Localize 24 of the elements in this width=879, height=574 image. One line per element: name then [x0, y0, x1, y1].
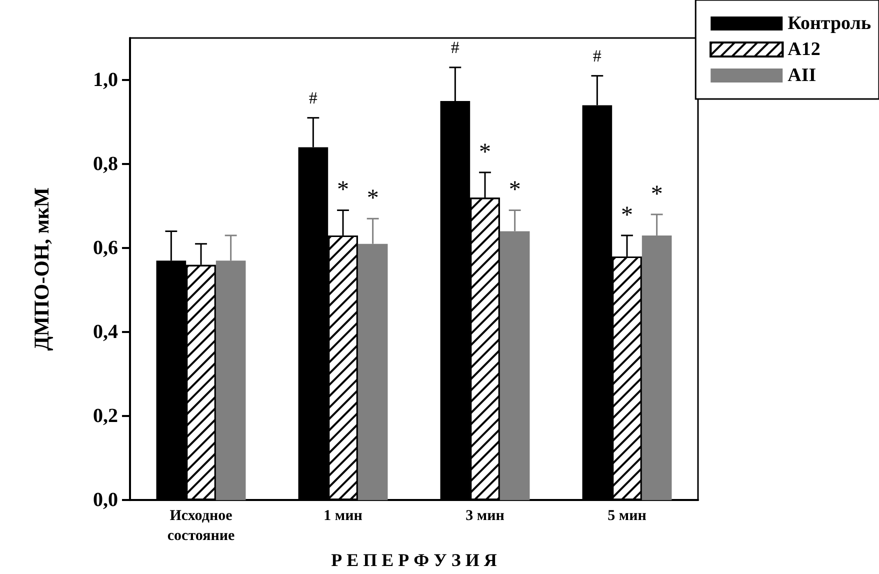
data-label: *	[621, 202, 633, 228]
y-tick-label: 0,6	[93, 237, 118, 260]
x-tick-label: 5 мин	[608, 508, 647, 524]
data-label: #	[450, 38, 460, 57]
y-tick-label: 0,4	[93, 321, 118, 344]
data-label: *	[366, 186, 379, 212]
x-tick-label: Исходное состояние	[167, 508, 235, 544]
data-label: *	[508, 177, 521, 204]
data-label: *	[479, 139, 491, 166]
y-tick-label: 0,0	[93, 489, 118, 512]
x-tick-label: 1 мин	[324, 508, 363, 524]
data-label: #	[308, 88, 318, 108]
x-tick-label: 3 мин	[466, 508, 505, 524]
legend-label: AII	[788, 65, 816, 86]
y-tick-label: 1,0	[93, 69, 118, 92]
legend-label: Контроль	[788, 13, 872, 34]
data-label: *	[650, 181, 663, 208]
data-label: #	[592, 46, 602, 66]
y-axis-title: ДМПО-ОН, мкМ	[30, 187, 54, 351]
y-tick-label: 0,8	[93, 153, 118, 176]
data-label: *	[337, 177, 349, 204]
x-axis-title: Р Е П Е Р Ф У З И Я	[331, 550, 497, 570]
y-tick-label: 0,2	[93, 405, 118, 428]
legend-label: A12	[788, 39, 820, 60]
